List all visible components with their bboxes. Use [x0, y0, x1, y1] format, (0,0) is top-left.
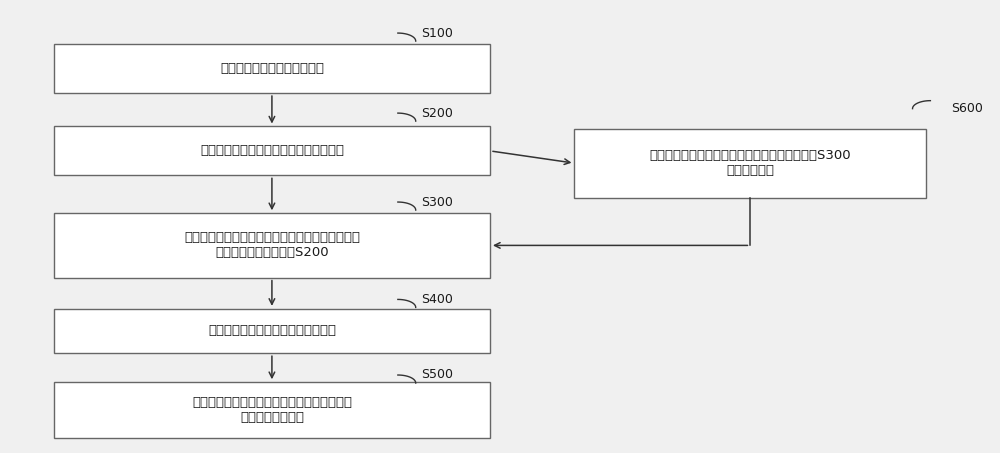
- FancyBboxPatch shape: [54, 44, 490, 93]
- Text: S200: S200: [421, 106, 453, 120]
- Text: S300: S300: [421, 196, 453, 208]
- Text: S100: S100: [421, 27, 453, 39]
- FancyBboxPatch shape: [54, 382, 490, 438]
- FancyBboxPatch shape: [54, 126, 490, 175]
- Text: S600: S600: [951, 102, 983, 115]
- Text: 将经过焙烧处理的废催化剂进行浸出处理: 将经过焙烧处理的废催化剂进行浸出处理: [200, 145, 344, 157]
- FancyBboxPatch shape: [574, 129, 926, 198]
- Text: 将含钯废催化剂进行焙烧处理: 将含钯废催化剂进行焙烧处理: [220, 62, 324, 75]
- Text: 采用还原剂对含钯浸出液进行置换处理，并将置换
后液的一部分返回步骤S200: 采用还原剂对含钯浸出液进行置换处理，并将置换 后液的一部分返回步骤S200: [184, 231, 360, 260]
- FancyBboxPatch shape: [54, 213, 490, 278]
- FancyBboxPatch shape: [54, 309, 490, 353]
- Text: S400: S400: [421, 293, 453, 306]
- Text: S500: S500: [421, 368, 453, 381]
- Text: 将含有金属钯的第一滤渣和含有金属钯的第二
滤渣进行精制处理: 将含有金属钯的第一滤渣和含有金属钯的第二 滤渣进行精制处理: [192, 396, 352, 424]
- Text: 将置换后液的另一部分进行过滤处理: 将置换后液的另一部分进行过滤处理: [208, 324, 336, 337]
- Text: 将载体进行洗涤处理，并将得到的洗涤后液返回S300
进行置换处理: 将载体进行洗涤处理，并将得到的洗涤后液返回S300 进行置换处理: [650, 149, 851, 177]
